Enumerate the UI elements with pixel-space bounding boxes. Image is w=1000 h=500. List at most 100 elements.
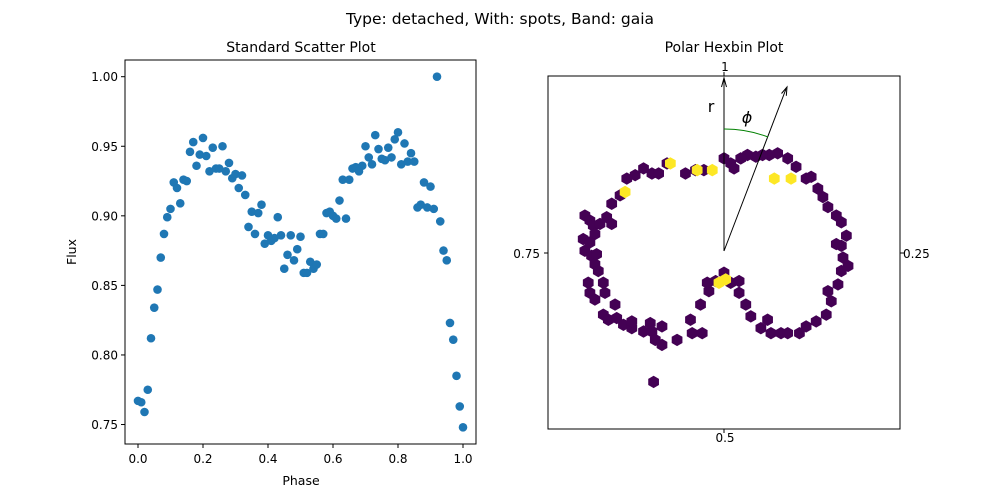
r-axis-arrowhead: [721, 76, 727, 88]
scatter-y-tick-label: 0.95: [91, 140, 118, 154]
scatter-point: [361, 141, 370, 151]
scatter-point: [338, 175, 348, 184]
scatter-point: [396, 160, 406, 169]
scatter-point: [250, 229, 260, 239]
scatter-point: [344, 175, 354, 184]
scatter-x-tick-label: 0.6: [323, 452, 342, 466]
scatter-point: [146, 333, 156, 343]
hexbin-cell: [842, 259, 854, 273]
hexbin-cell: [653, 167, 664, 180]
scatter-point: [380, 155, 390, 165]
scatter-point: [331, 214, 341, 223]
hexbin-cell: [609, 298, 621, 311]
scatter-points: [133, 72, 468, 432]
hexbin-tick-label-top: 1: [721, 60, 729, 74]
hexbin-cell: [591, 247, 602, 261]
scatter-point: [370, 130, 380, 140]
scatter-x-tick-label: 0.2: [193, 452, 212, 466]
scatter-point: [279, 264, 289, 273]
scatter-point: [188, 137, 198, 147]
hexbin-cell: [626, 315, 638, 328]
hexbin-cell: [772, 147, 784, 160]
hexbin-cell: [837, 251, 849, 264]
hexbin-cells: [577, 147, 854, 389]
hexbin-cell: [685, 313, 696, 326]
scatter-point: [162, 212, 172, 222]
hexbin-cell: [638, 162, 649, 175]
scatter-x-tick-label: 0.8: [388, 452, 407, 466]
scatter-point: [393, 128, 403, 137]
scatter-point: [435, 217, 445, 226]
scatter-point: [240, 190, 250, 200]
scatter-point: [452, 371, 461, 381]
hexbin-cell: [656, 320, 668, 333]
hexbin-cell: [696, 326, 708, 340]
scatter-point: [448, 335, 458, 344]
scatter-point: [198, 133, 208, 143]
scatter-point: [442, 256, 452, 265]
scatter-point: [406, 148, 416, 158]
scatter-point: [182, 176, 192, 186]
hexbin-cell: [728, 162, 740, 175]
scatter-point: [260, 239, 270, 248]
scatter-point: [247, 207, 257, 216]
scatter-point: [205, 167, 214, 176]
scatter-point: [286, 231, 296, 240]
scatter-point: [214, 164, 224, 173]
scatter-point: [302, 268, 312, 278]
hexbin-cell: [817, 190, 829, 204]
scatter-point: [273, 212, 283, 222]
hexbin-cell-high: [664, 157, 676, 170]
hexbin-cell: [810, 315, 822, 328]
hexbin-cell: [589, 227, 601, 241]
scatter-point: [166, 204, 175, 214]
hexbin-cell: [582, 276, 594, 289]
scatter-point: [143, 385, 153, 395]
scatter-point: [253, 208, 263, 218]
hexbin-cell: [606, 197, 618, 210]
hexbin-cell-high: [619, 185, 631, 199]
hexbin-cell-high: [768, 172, 780, 185]
hexbin-cell: [832, 278, 844, 291]
hexbin-cell: [602, 313, 614, 326]
hexbin-cell-high: [720, 273, 732, 286]
hexbin-cell: [822, 200, 834, 214]
hexbin-cell: [733, 286, 745, 300]
phi-angle-arc: [723, 128, 769, 138]
scatter-point: [292, 244, 302, 254]
scatter-point: [175, 199, 185, 208]
scatter-point: [341, 214, 351, 223]
scatter-point: [136, 397, 146, 407]
hexbin-cell: [830, 237, 842, 251]
hexbin-cell: [594, 217, 606, 231]
figure-suptitle: Type: detached, With: spots, Band: gaia: [345, 10, 654, 28]
scatter-point: [224, 158, 234, 168]
hexbin-cell: [820, 308, 832, 321]
scatter-y-tick-label: 0.80: [91, 348, 118, 362]
scatter-x-tick-label: 1.0: [453, 452, 472, 466]
hexbin-cell: [762, 313, 773, 326]
scatter-title: Standard Scatter Plot: [226, 40, 376, 56]
hexbin-tick-label-bottom: 0.5: [715, 431, 734, 445]
scatter-point: [416, 200, 426, 209]
scatter-point: [270, 233, 279, 243]
scatter-point: [244, 222, 253, 232]
scatter-point: [234, 183, 244, 193]
scatter-point: [156, 253, 166, 262]
scatter-x-axis-label: Phase: [282, 473, 320, 488]
hexbin-cell: [656, 338, 668, 352]
scatter-y-tick-label: 1.00: [91, 70, 118, 84]
scatter-point: [231, 169, 240, 179]
hexbin-cell: [621, 172, 633, 185]
hexbin-cell-high: [706, 163, 718, 177]
hexbin-cell: [782, 326, 794, 340]
hexbin-cell: [830, 209, 842, 222]
hexbin-cell: [701, 276, 713, 289]
scatter-point: [439, 246, 448, 255]
r-axis-label: r: [708, 97, 715, 116]
scatter-point: [383, 143, 393, 152]
hexbin-cell: [735, 152, 747, 165]
scatter-point: [318, 229, 328, 239]
scatter-ticks: 0.0 0.2 0.4 0.6 0.8 1.0 0.75 0.80 0.85 0.90 0.95 1.…: [91, 70, 472, 466]
scatter-y-tick-label: 0.85: [91, 279, 118, 293]
